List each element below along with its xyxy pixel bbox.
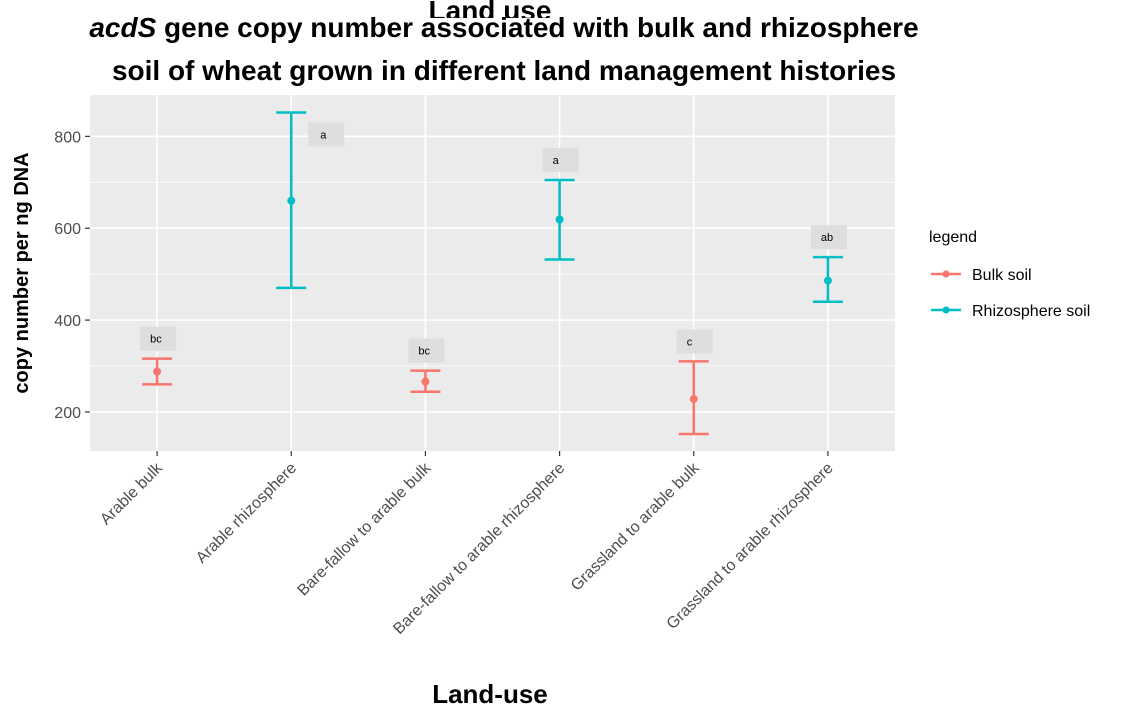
legend: legend Bulk soil Rhizosphere soil [929, 229, 1090, 320]
significance-label-box [810, 225, 847, 250]
chart-marks: bc a bc a c ab [140, 111, 847, 436]
y-tick-label: 400 [54, 313, 81, 330]
x-tick-label: Arable rhizosphere [193, 460, 300, 567]
errorbar-point: a [542, 147, 579, 261]
mean-point [153, 367, 162, 376]
mean-point [555, 215, 564, 224]
errorbar-point: bc [408, 338, 445, 393]
x-axis-title: Land-use [432, 679, 548, 709]
significance-label: a [320, 129, 327, 141]
legend-item-rhizosphere-soil: Rhizosphere soil [931, 303, 1090, 320]
y-axis: 200 400 600 800 [54, 129, 90, 422]
mean-point [421, 377, 430, 386]
errorbar-point: bc [140, 326, 177, 386]
errorbar-point: ab [810, 225, 847, 303]
significance-label-box [676, 329, 713, 354]
significance-label-box [308, 122, 345, 147]
significance-label: a [553, 155, 560, 167]
x-tick-label: Grassland to arable bulk [568, 459, 703, 594]
errorbar-point: c [676, 329, 713, 436]
y-axis-title: copy number per ng DNA [11, 152, 33, 393]
title-line1-rest: gene copy number associated with bulk an… [156, 12, 918, 43]
y-tick-label: 600 [54, 221, 81, 238]
significance-label: c [687, 336, 693, 348]
chart-title-line1: acdS gene copy number associated with bu… [89, 12, 918, 43]
mean-point [689, 395, 698, 404]
chart-title-line2: soil of wheat grown in different land ma… [112, 55, 896, 86]
significance-label: bc [150, 334, 162, 346]
y-tick-label: 800 [54, 129, 81, 146]
title-italic: acdS [89, 12, 156, 43]
mean-point [287, 196, 296, 205]
errorbar-point: a [276, 111, 345, 290]
x-tick-label: Bare-fallow to arable bulk [295, 459, 435, 599]
significance-label-box [542, 147, 579, 172]
plot-panel [90, 95, 895, 451]
legend-label-bulk-soil: Bulk soil [972, 267, 1032, 284]
significance-label-box [140, 326, 177, 351]
x-tick-label: Grassland to arable rhizosphere [664, 460, 837, 633]
significance-label-box [408, 338, 445, 363]
legend-item-bulk-soil: Bulk soil [931, 267, 1032, 284]
significance-label: bc [418, 346, 430, 358]
significance-label: ab [821, 232, 833, 244]
mean-point [823, 276, 832, 285]
y-tick-label: 200 [54, 405, 81, 422]
legend-label-rhizosphere-soil: Rhizosphere soil [972, 303, 1090, 320]
x-axis: Arable bulk Arable rhizosphereBare-fallow… [97, 451, 837, 638]
grid-major [90, 95, 895, 451]
legend-title: legend [929, 229, 977, 246]
x-tick-label: Arable bulk [97, 459, 166, 528]
grid-minor [90, 181, 895, 367]
